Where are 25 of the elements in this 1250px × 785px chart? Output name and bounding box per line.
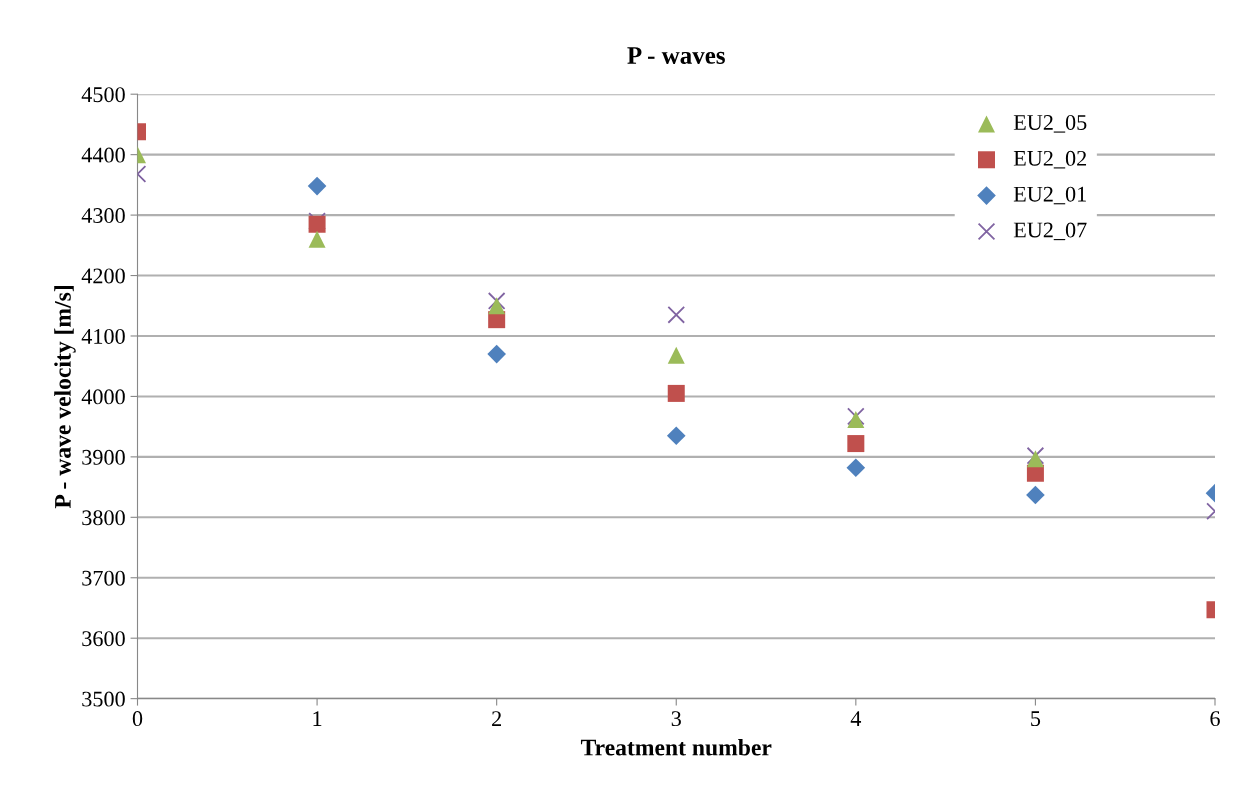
y-tick-label: 4000	[81, 389, 125, 405]
y-tick-label: 3900	[82, 449, 125, 465]
y-tick-label: 3500	[82, 691, 125, 707]
x-tick-label: 3	[671, 711, 681, 727]
x-tick-label: 0	[132, 711, 143, 727]
y-tick-label: 4100	[81, 328, 125, 344]
y-tick-label: 4400	[81, 147, 125, 163]
legend-label: EU2_01	[1013, 186, 1086, 205]
x-tick-label: 4	[850, 711, 862, 726]
x-tick-label: 6	[1210, 711, 1220, 727]
y-tick-label: 4500	[81, 87, 125, 103]
y-tick-label: 3600	[82, 631, 125, 647]
y-tick-label: 4300	[81, 208, 125, 224]
x-axis-title: Treatment number	[580, 738, 772, 756]
y-axis-title: P - wave velocity [m/s]	[54, 286, 76, 509]
x-tick-label: 2	[492, 711, 501, 726]
legend-label: EU2_02	[1013, 150, 1087, 169]
y-tick-label: 3800	[82, 510, 125, 526]
x-tick-label: 1	[313, 711, 322, 726]
y-tick-label: 3700	[82, 570, 125, 586]
legend-label: EU2_05	[1013, 114, 1087, 133]
x-tick-label: 5	[1031, 711, 1041, 727]
y-tick-label: 4200	[81, 268, 125, 284]
chart-title: P - waves	[627, 47, 725, 64]
legend-label: EU2_07	[1013, 222, 1087, 241]
